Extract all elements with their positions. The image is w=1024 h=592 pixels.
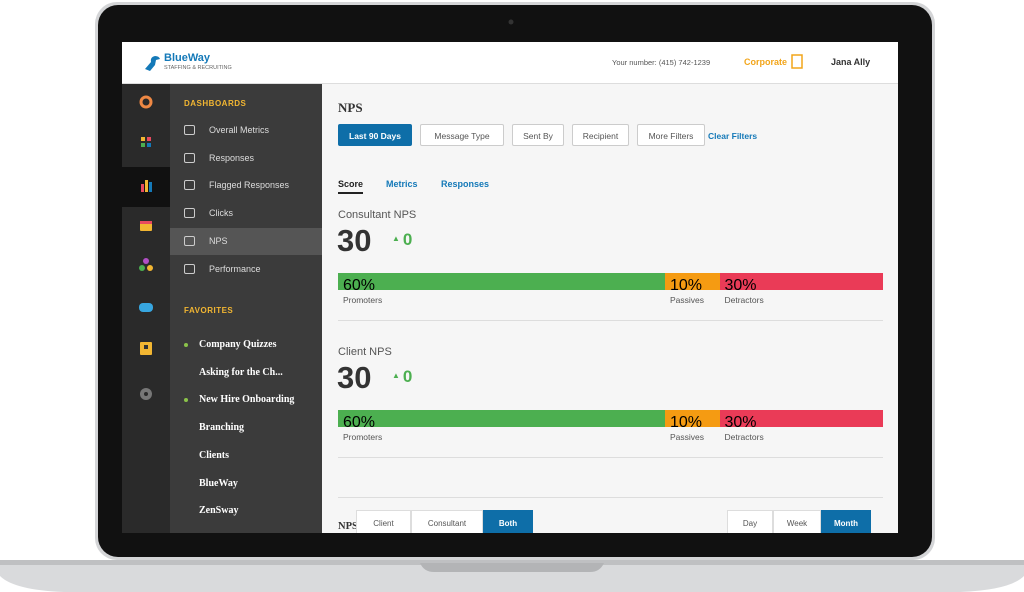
period-toggle[interactable]: Week xyxy=(773,510,821,533)
change-value: 0 xyxy=(402,230,413,249)
nav-item[interactable]: Performance xyxy=(170,256,322,283)
favorite-item[interactable]: Asking for the Ch... xyxy=(199,367,283,378)
favorite-item[interactable]: New Hire Onboarding xyxy=(184,394,295,406)
period-toggle[interactable]: Month xyxy=(821,510,871,533)
section-heading: DASHBOARDS xyxy=(184,99,247,108)
nav-icon xyxy=(184,180,195,191)
nps-change: ▲ 0 xyxy=(392,367,412,387)
tab[interactable]: Responses xyxy=(441,179,490,189)
change-value: 0 xyxy=(402,367,413,386)
favorite-label: Clients xyxy=(199,449,229,461)
rail-icons[interactable] xyxy=(122,84,170,404)
nav-item[interactable]: NPS xyxy=(170,227,322,255)
nav-icon xyxy=(184,263,195,274)
main-panel: NPS NPS Score Over Time Last 90 DaysMess… xyxy=(322,84,898,533)
filter-button[interactable]: More Filters xyxy=(637,124,705,146)
period-toggle[interactable]: Day xyxy=(727,510,773,533)
segment-name: Detractors xyxy=(724,432,764,442)
favorite-label: Asking for the Ch... xyxy=(199,366,283,378)
section-label: Consultant NPS xyxy=(338,209,417,221)
nav-label: Flagged Responses xyxy=(209,180,290,191)
logo-bird xyxy=(145,56,160,71)
phone: Your number: (415) 742-1239 xyxy=(612,58,711,67)
segment-name: Promoters xyxy=(343,295,383,305)
favorite-item[interactable]: Company Quizzes xyxy=(184,339,277,350)
nps-segment: 10% xyxy=(665,410,720,431)
nav-label: Performance xyxy=(209,263,261,274)
nav-icon xyxy=(184,235,195,246)
page-title: NPS xyxy=(338,100,363,115)
section-heading: FAVORITES xyxy=(184,306,234,315)
divider xyxy=(338,320,883,321)
nps-segment: 60% xyxy=(338,273,665,294)
org[interactable]: Corporate xyxy=(744,57,788,67)
user-name[interactable]: Jana Ally xyxy=(831,57,871,67)
top-bar: BlueWay STAFFING & RECRUITING Your numbe… xyxy=(122,42,898,84)
nav-icon xyxy=(184,208,195,219)
clear-filters[interactable]: Clear Filters xyxy=(708,131,758,141)
tab[interactable]: Metrics xyxy=(386,179,418,189)
filter-button[interactable]: Message Type xyxy=(420,124,504,146)
divider xyxy=(338,497,883,498)
brand: BlueWay xyxy=(164,52,211,64)
nav-item[interactable]: Responses xyxy=(170,145,322,172)
segment-label: 60% xyxy=(343,277,376,294)
audience-toggle[interactable]: Both xyxy=(483,510,533,533)
divider xyxy=(338,457,883,458)
status-dot xyxy=(184,343,188,347)
tab[interactable]: Score xyxy=(338,179,364,194)
filter-button[interactable]: Last 90 Days xyxy=(338,124,412,146)
segment-label: 60% xyxy=(343,414,376,431)
status-dot xyxy=(184,398,188,403)
segment-name: Passives xyxy=(670,295,705,305)
favorite-label: BlueWay xyxy=(199,477,238,489)
segment-name: Promoters xyxy=(343,432,383,442)
nps-change: ▲ 0 xyxy=(392,230,412,250)
favorite-item[interactable]: ZenSway xyxy=(199,505,238,516)
favorite-item[interactable]: Branching xyxy=(199,422,244,433)
sidebar: DASHBOARDS FAVORITES Overall Metrics Resp… xyxy=(170,84,322,533)
nav-label: Overall Metrics xyxy=(209,125,270,135)
segment-label: 30% xyxy=(724,414,757,431)
up-arrow: ▲ xyxy=(392,234,400,243)
nav-item[interactable]: Clicks xyxy=(170,200,322,227)
favorite-label: Company Quizzes xyxy=(199,339,277,350)
nps-segment: 30% xyxy=(719,273,883,294)
segment-label: 10% xyxy=(670,414,703,431)
nps-segment: 60% xyxy=(338,410,665,431)
nps-score: 30 xyxy=(337,223,372,258)
nps-score: 30 xyxy=(337,360,372,395)
filter-button[interactable]: Recipient xyxy=(572,124,629,146)
favorite-item[interactable]: Clients xyxy=(199,450,229,461)
nps-segment: 30% xyxy=(719,410,883,431)
nav-label: Clicks xyxy=(209,208,233,219)
nav-item[interactable]: Overall Metrics xyxy=(170,117,322,144)
segment-label: 10% xyxy=(670,277,703,294)
section-label: Client NPS xyxy=(338,346,392,358)
org-icon xyxy=(791,54,803,69)
up-arrow: ▲ xyxy=(392,371,400,380)
audience-toggle[interactable]: Client xyxy=(356,510,411,533)
nps-segment: 10% xyxy=(665,273,720,294)
favorite-label: New Hire Onboarding xyxy=(199,394,295,406)
nav-icon xyxy=(184,125,195,135)
tagline: STAFFING & RECRUITING xyxy=(164,65,232,71)
segment-label: 30% xyxy=(724,277,757,294)
nav-label: Responses xyxy=(209,152,255,163)
segment-name: Detractors xyxy=(724,295,764,305)
nav-item[interactable]: Flagged Responses xyxy=(170,172,322,199)
favorite-item[interactable]: BlueWay xyxy=(199,478,238,489)
nav-label: NPS xyxy=(209,235,228,246)
audience-toggle[interactable]: Consultant xyxy=(411,510,483,533)
filter-button[interactable]: Sent By xyxy=(512,124,564,146)
segment-name: Passives xyxy=(670,432,705,442)
favorite-label: ZenSway xyxy=(199,505,239,517)
nav-icon xyxy=(184,152,195,163)
app-screen: BlueWay STAFFING & RECRUITING Your numbe… xyxy=(122,42,898,533)
favorite-label: Branching xyxy=(199,422,245,434)
icon-rail xyxy=(122,84,170,533)
